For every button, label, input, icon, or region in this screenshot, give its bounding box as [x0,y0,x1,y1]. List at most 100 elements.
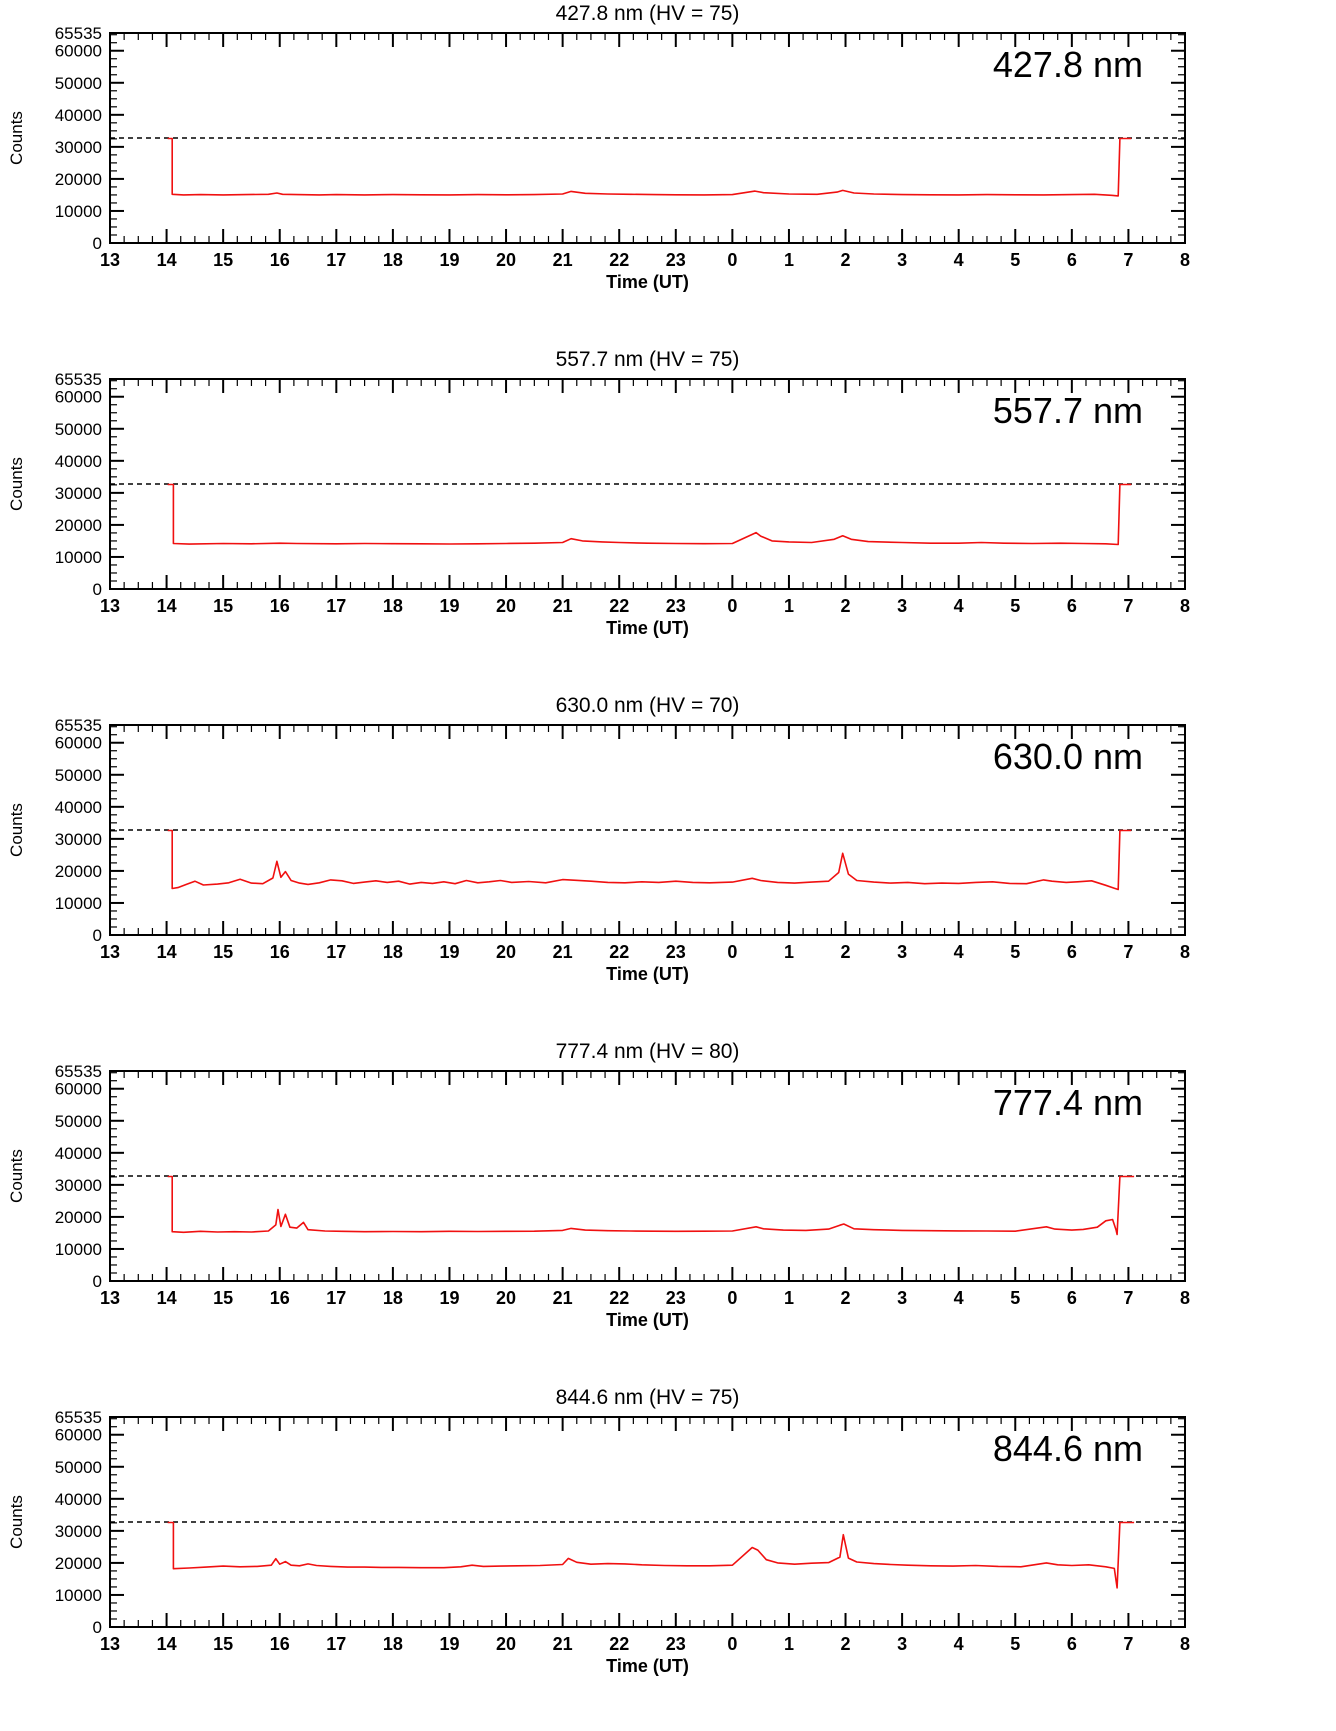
x-tick-label: 7 [1123,1634,1133,1654]
x-tick-label: 19 [439,942,459,962]
y-axis-label: Counts [7,803,26,857]
y-tick-label: 60000 [55,1426,102,1445]
x-tick-label: 17 [326,596,346,616]
y-tick-label: 60000 [55,1080,102,1099]
x-tick-label: 21 [553,596,573,616]
x-tick-label: 3 [897,1288,907,1308]
x-axis-label: Time (UT) [606,618,689,638]
wavelength-label: 557.7 nm [993,390,1143,431]
x-tick-label: 2 [841,942,851,962]
x-tick-label: 5 [1010,1634,1020,1654]
y-tick-label: 65535 [55,1408,102,1427]
chart-panel-557.7-nm: 557.7 nm (HV = 75) 0 10000 20000 30000 40000 5… [7,348,1190,638]
x-tick-label: 16 [270,942,290,962]
y-tick-label: 50000 [55,1112,102,1131]
y-tick-label: 30000 [55,1522,102,1541]
x-tick-label: 0 [727,942,737,962]
x-tick-label: 2 [841,1288,851,1308]
x-tick-label: 6 [1067,596,1077,616]
x-tick-label: 13 [100,1634,120,1654]
x-tick-label: 16 [270,250,290,270]
x-tick-label: 6 [1067,1288,1077,1308]
x-tick-label: 20 [496,1288,516,1308]
x-tick-label: 15 [213,250,233,270]
x-tick-label: 0 [727,1288,737,1308]
x-tick-label: 23 [666,596,686,616]
data-line [167,483,1132,546]
x-tick-label: 20 [496,942,516,962]
y-tick-label: 40000 [55,452,102,471]
x-tick-label: 0 [727,1634,737,1654]
y-axis-label: Counts [7,111,26,165]
x-tick-label: 7 [1123,942,1133,962]
x-tick-label: 15 [213,942,233,962]
x-tick-label: 13 [100,250,120,270]
x-tick-label: 16 [270,1634,290,1654]
x-axis-label: Time (UT) [606,1656,689,1676]
chart-panel-427.8-nm: 427.8 nm (HV = 75) 0 10000 20000 30000 40000 5… [7,2,1190,292]
x-tick-label: 16 [270,1288,290,1308]
x-tick-label: 15 [213,1288,233,1308]
chart-title: 630.0 nm (HV = 70) [556,694,740,717]
wavelength-label: 844.6 nm [993,1428,1143,1469]
x-tick-label: 6 [1067,1634,1077,1654]
x-tick-label: 0 [727,250,737,270]
x-tick-label: 13 [100,596,120,616]
x-tick-label: 3 [897,596,907,616]
y-tick-label: 40000 [55,106,102,125]
x-tick-label: 4 [954,1288,964,1308]
x-tick-label: 1 [784,1634,794,1654]
y-tick-label: 40000 [55,798,102,817]
x-tick-label: 8 [1180,596,1190,616]
y-tick-label: 20000 [55,862,102,881]
x-tick-label: 4 [954,1634,964,1654]
x-axis-label: Time (UT) [606,1310,689,1330]
x-tick-label: 18 [383,596,403,616]
x-tick-label: 1 [784,942,794,962]
x-tick-label: 3 [897,1634,907,1654]
y-tick-label: 20000 [55,170,102,189]
y-tick-label: 0 [93,234,102,253]
y-tick-label: 65535 [55,1062,102,1081]
x-tick-label: 5 [1010,942,1020,962]
y-tick-label: 65535 [55,716,102,735]
x-tick-label: 15 [213,596,233,616]
x-tick-label: 14 [157,1288,177,1308]
x-tick-label: 14 [157,250,177,270]
data-line [167,829,1132,891]
chart-title: 777.4 nm (HV = 80) [556,1040,740,1063]
y-tick-label: 0 [93,1272,102,1291]
x-tick-label: 1 [784,596,794,616]
x-tick-label: 17 [326,250,346,270]
y-tick-label: 10000 [55,548,102,567]
x-tick-label: 23 [666,1288,686,1308]
x-tick-label: 4 [954,942,964,962]
x-tick-label: 22 [609,1288,629,1308]
y-tick-label: 65535 [55,370,102,389]
y-axis-label: Counts [7,1149,26,1203]
chart-panel-630.0-nm: 630.0 nm (HV = 70) 0 10000 20000 30000 40000 5… [7,694,1190,984]
x-tick-label: 8 [1180,250,1190,270]
y-tick-label: 0 [93,580,102,599]
y-tick-label: 20000 [55,516,102,535]
y-tick-label: 0 [93,1618,102,1637]
x-tick-label: 13 [100,1288,120,1308]
y-axis-label: Counts [7,1495,26,1549]
y-tick-label: 20000 [55,1554,102,1573]
x-tick-label: 18 [383,942,403,962]
x-tick-label: 15 [213,1634,233,1654]
x-tick-label: 8 [1180,1634,1190,1654]
y-tick-label: 60000 [55,734,102,753]
y-tick-label: 10000 [55,894,102,913]
y-tick-label: 30000 [55,138,102,157]
x-tick-label: 1 [784,250,794,270]
data-line [167,1521,1135,1589]
x-tick-label: 1 [784,1288,794,1308]
chart-title: 844.6 nm (HV = 75) [556,1386,740,1409]
y-tick-label: 10000 [55,202,102,221]
x-tick-label: 19 [439,1634,459,1654]
y-tick-label: 20000 [55,1208,102,1227]
